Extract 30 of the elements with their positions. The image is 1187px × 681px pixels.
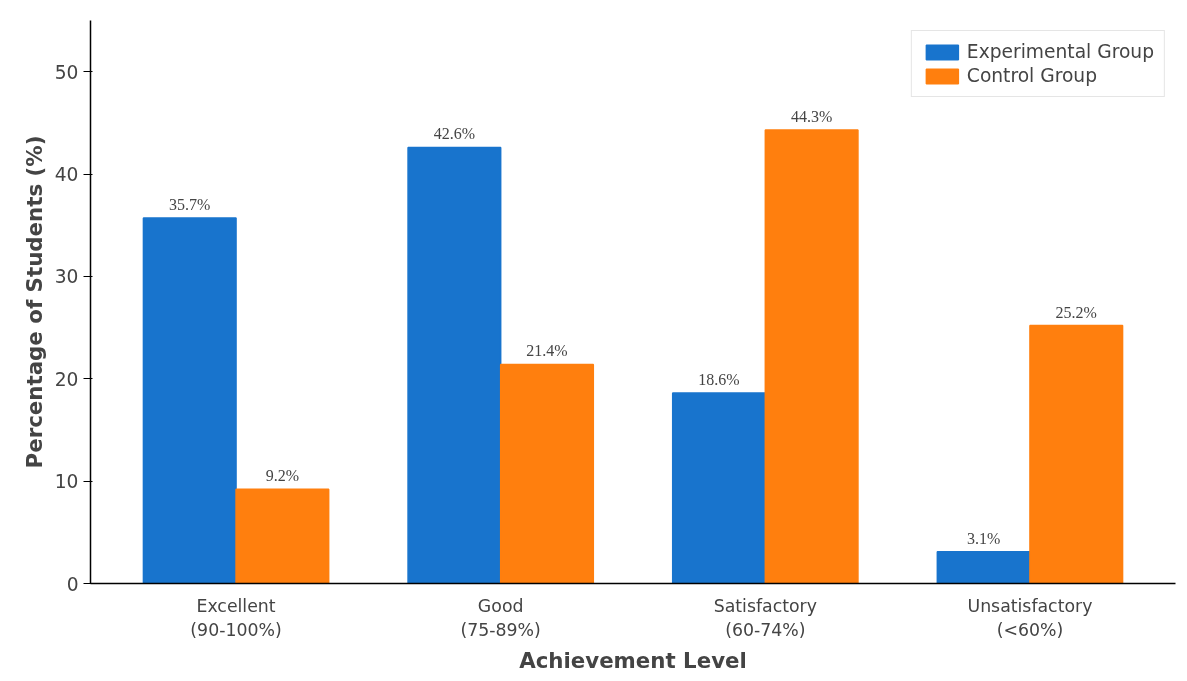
legend-label: Experimental Group xyxy=(966,41,1154,62)
bar xyxy=(764,129,859,584)
x-tick-label: Good (75-89%) xyxy=(460,595,541,640)
data-label: 21.4% xyxy=(526,342,568,360)
x-axis-title: Achievement Level xyxy=(519,647,747,673)
y-tick-label: 20 xyxy=(54,368,79,390)
x-tick-label: Unsatisfactory (<60%) xyxy=(967,595,1093,640)
data-label: 35.7% xyxy=(169,196,211,214)
y-tick-label: 50 xyxy=(54,61,79,83)
data-label: 42.6% xyxy=(433,125,476,143)
bar xyxy=(407,146,502,584)
x-tick-label: Excellent (90-100%) xyxy=(190,595,282,640)
bar xyxy=(142,217,237,584)
y-tick-label: 0 xyxy=(66,573,79,595)
bar xyxy=(936,551,1031,584)
bar xyxy=(235,488,330,584)
y-tick-label: 10 xyxy=(54,471,79,493)
data-label: 9.2% xyxy=(265,467,300,485)
y-tick-label: 40 xyxy=(54,164,79,186)
y-axis-title: Percentage of Students (%) xyxy=(21,135,47,469)
data-label: 25.2% xyxy=(1055,303,1097,321)
x-tick-label: Satisfactory (60-74%) xyxy=(713,595,817,640)
y-tick-label: 30 xyxy=(54,266,79,288)
data-label: 44.3% xyxy=(790,108,833,126)
legend-label: Control Group xyxy=(966,65,1098,86)
data-label: 3.1% xyxy=(966,529,1001,547)
bar xyxy=(499,363,595,584)
bar xyxy=(671,392,767,584)
data-label: 18.6% xyxy=(698,371,740,389)
bar xyxy=(1029,324,1124,584)
